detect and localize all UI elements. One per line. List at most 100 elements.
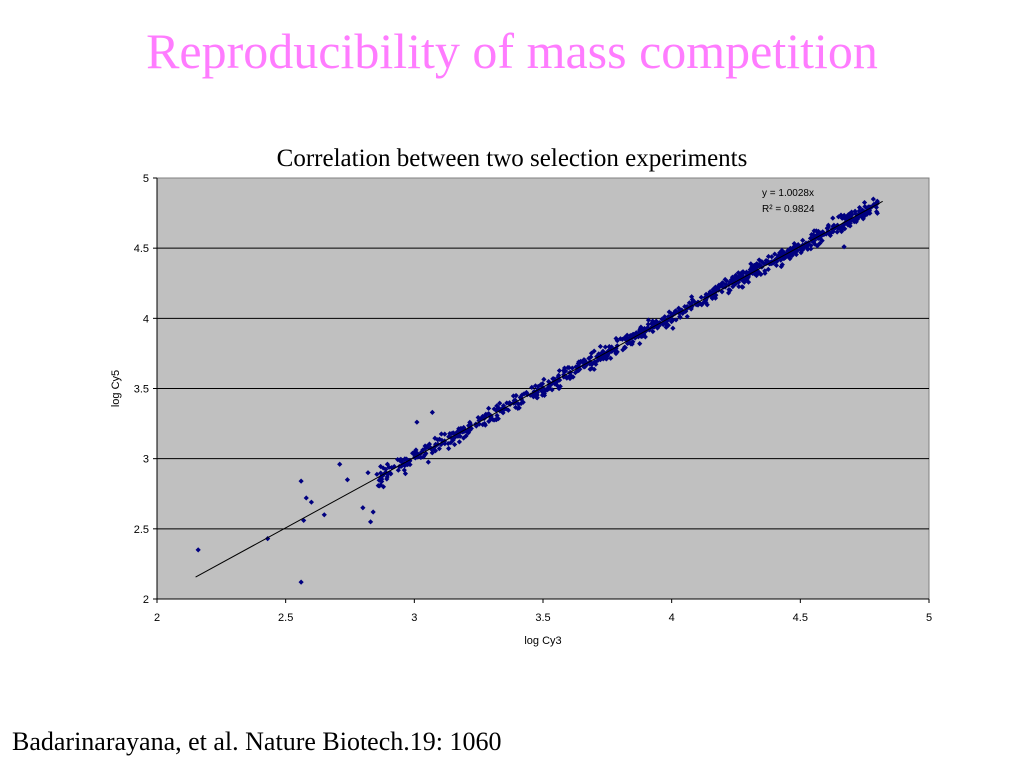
data-point [637,327,643,334]
data-point [864,209,870,215]
data-point [830,223,836,229]
data-point [653,318,659,324]
data-point [764,260,770,266]
data-point [360,505,366,511]
data-point [686,300,692,306]
data-point [736,276,742,282]
data-point [604,356,610,362]
data-point [654,325,661,331]
data-point [620,347,626,353]
data-point [735,279,742,285]
x-tick-label: 3.5 [535,612,550,624]
data-point [779,254,786,260]
data-point [466,426,473,432]
x-tick-label: 4.5 [793,612,808,624]
x-tick-label: 2 [154,612,160,624]
data-point [439,437,445,443]
y-tick-label: 2 [143,594,149,606]
data-point [617,336,624,342]
data-point [535,386,541,392]
data-point [608,355,614,361]
data-point [765,253,772,260]
data-point [791,243,797,249]
r-squared-label: R² = 0.9824 [762,204,815,215]
data-point [756,257,762,263]
data-point [798,250,804,256]
data-point [599,350,605,356]
data-point [672,310,678,316]
data-point [520,399,526,405]
data-point [495,416,501,422]
data-point [518,400,524,407]
data-point [510,393,517,399]
data-point [862,203,868,210]
citation: Badarinarayana, et al. Nature Biotech.19… [12,727,502,756]
data-point [556,385,562,392]
data-point [795,242,801,248]
data-point [689,300,695,306]
data-point [401,467,407,473]
data-point [456,439,462,445]
data-point [572,370,578,376]
data-point [576,363,582,370]
data-point [436,436,443,442]
data-point [774,255,781,261]
data-point [438,431,445,437]
data-point [395,467,401,473]
data-point [530,394,537,400]
data-point [673,317,679,323]
x-tick-label: 5 [926,612,932,624]
data-point [719,289,725,295]
y-tick-label: 3.5 [134,384,149,396]
data-point [668,311,674,317]
data-point [670,325,676,331]
data-point [635,334,642,340]
data-point [308,499,314,505]
data-point [689,294,695,300]
data-point [497,400,503,406]
data-point [805,242,811,248]
data-point [787,256,793,262]
data-point [429,409,435,415]
data-point [857,210,863,216]
data-point [486,418,492,425]
data-point [640,326,646,332]
data-point [527,392,533,398]
data-point [861,199,868,206]
data-point [724,278,730,284]
data-point [810,232,816,238]
data-point [712,284,719,290]
data-point [659,316,665,322]
data-point [834,224,840,231]
data-point [532,391,539,397]
data-point [756,262,762,268]
data-point [541,392,548,398]
x-axis-label: log Cy3 [524,635,561,647]
data-point [544,387,551,393]
data-point [404,457,410,463]
data-point [614,343,620,349]
data-point [801,244,808,250]
data-point [735,270,741,276]
data-point [845,212,852,218]
data-point [512,397,518,404]
data-point [513,404,519,410]
data-point [677,314,683,321]
data-point [570,374,576,380]
data-point [429,450,435,456]
trendline [195,200,883,578]
data-point [835,214,842,220]
data-point [595,357,601,363]
data-point [830,215,836,221]
data-point [723,281,729,288]
chart-title-text: Correlation between two selection experi… [276,145,748,172]
data-point [668,313,674,319]
data-point [564,375,570,381]
data-point [630,331,636,338]
data-point [523,389,530,396]
data-point [545,384,552,390]
data-point [400,460,406,466]
data-point [772,251,778,257]
trendline-equation: y = 1.0028x [762,188,814,199]
data-point [557,377,563,383]
